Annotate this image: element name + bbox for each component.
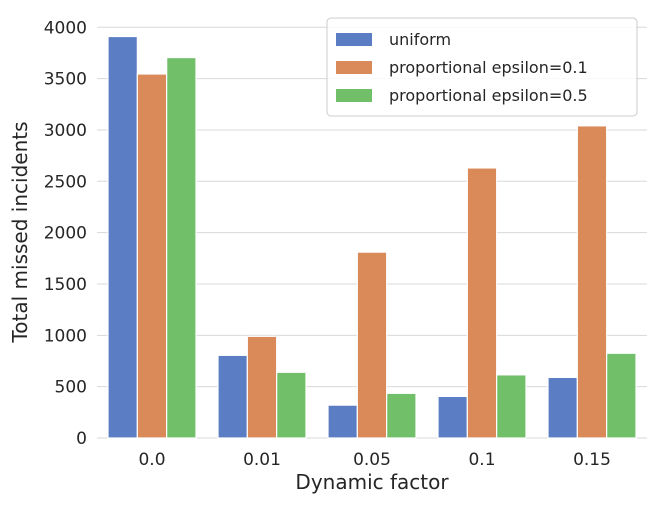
legend-swatch	[336, 33, 372, 46]
bars	[107, 35, 637, 439]
bar	[576, 125, 608, 439]
y-tick-label: 2500	[44, 172, 87, 192]
bar	[166, 56, 197, 439]
x-tick-labels: 0.0 0.01 0.05 0.1 0.15	[138, 450, 610, 470]
legend: uniform proportional epsilon=0.1 proportio…	[326, 17, 638, 117]
legend-frame	[326, 17, 638, 117]
bar	[276, 371, 307, 439]
y-tick-label: 1500	[44, 275, 87, 295]
y-tick-label: 0	[76, 429, 87, 449]
x-axis-title: Dynamic factor	[295, 470, 449, 494]
y-tick-label: 2000	[44, 224, 87, 244]
y-tick-label: 500	[55, 378, 87, 398]
y-tick-label: 3500	[44, 70, 87, 90]
bar	[356, 251, 388, 439]
legend-label: proportional epsilon=0.5	[389, 86, 588, 105]
bar	[107, 35, 138, 439]
x-tick-label: 0.0	[138, 450, 165, 470]
bar	[136, 73, 168, 439]
x-tick-label: 0.05	[353, 450, 391, 470]
bar	[327, 404, 358, 439]
x-tick-label: 0.1	[468, 450, 495, 470]
bar	[217, 354, 248, 439]
x-tick-label: 0.15	[573, 450, 611, 470]
bar	[606, 352, 637, 439]
legend-swatch	[336, 61, 372, 74]
legend-label: proportional epsilon=0.1	[389, 58, 588, 77]
y-tick-label: 4000	[44, 18, 87, 38]
bar	[437, 395, 468, 439]
bar	[496, 374, 527, 439]
x-tick-label: 0.01	[243, 450, 281, 470]
y-axis-title: Total missed incidents	[8, 121, 32, 343]
bar	[386, 392, 417, 439]
legend-swatch	[336, 89, 372, 102]
bar	[246, 335, 278, 439]
legend-label: uniform	[389, 30, 451, 49]
y-tick-label: 1000	[44, 326, 87, 346]
y-tick-labels: 0 500 1000 1500 2000 2500 3000 3500 4000	[44, 18, 87, 449]
y-tick-label: 3000	[44, 121, 87, 141]
bar	[547, 376, 578, 439]
bar	[466, 167, 498, 439]
